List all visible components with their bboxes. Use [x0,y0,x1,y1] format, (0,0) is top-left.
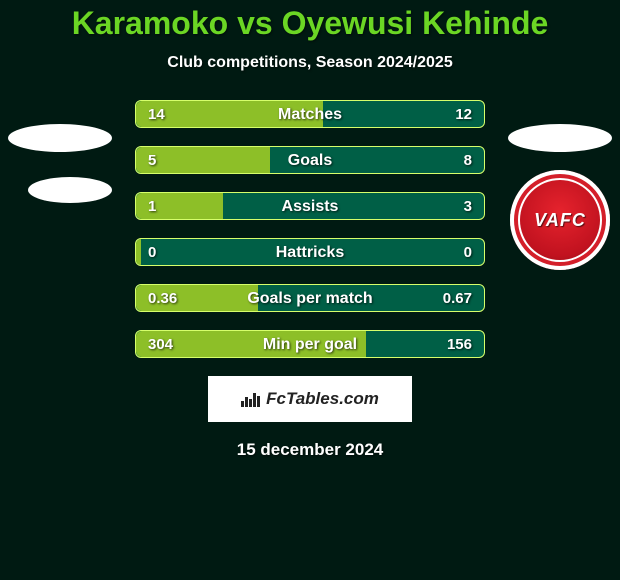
stat-label: Goals per match [136,285,484,312]
stat-bar-row: 0.36Goals per match0.67 [135,284,485,312]
player2-club-badge: VAFC [510,170,610,270]
stat-right-value: 12 [455,101,472,128]
stat-bars: 14Matches12 5Goals8 1Assists3 0Hattricks0 0.… [135,100,485,358]
player1-photo [8,124,112,152]
subtitle: Club competitions, Season 2024/2025 [0,54,620,72]
club-badge-inner: VAFC [520,180,600,260]
stat-right-value: 156 [447,331,472,358]
credit-box: FcTables.com [208,376,412,422]
chart-icon [241,391,260,407]
stat-right-value: 8 [464,147,472,174]
comparison-infographic: Karamoko vs Oyewusi Kehinde Club competi… [0,0,620,580]
stat-right-value: 0 [464,239,472,266]
stat-label: Matches [136,101,484,128]
stat-bar-row: 304Min per goal156 [135,330,485,358]
player2-photo [508,124,612,152]
stat-bar-row: 0Hattricks0 [135,238,485,266]
stat-label: Assists [136,193,484,220]
stat-label: Min per goal [136,331,484,358]
stat-label: Goals [136,147,484,174]
date: 15 december 2024 [0,440,620,460]
credit-text: FcTables.com [241,389,379,409]
stat-bar-row: 14Matches12 [135,100,485,128]
stat-right-value: 3 [464,193,472,220]
stat-bar-row: 1Assists3 [135,192,485,220]
page-title: Karamoko vs Oyewusi Kehinde [0,5,620,42]
credit-label: FcTables.com [266,389,379,409]
stat-bar-row: 5Goals8 [135,146,485,174]
stat-right-value: 0.67 [443,285,472,312]
player1-flag [28,177,112,203]
club-badge-text: VAFC [534,210,586,231]
stat-label: Hattricks [136,239,484,266]
